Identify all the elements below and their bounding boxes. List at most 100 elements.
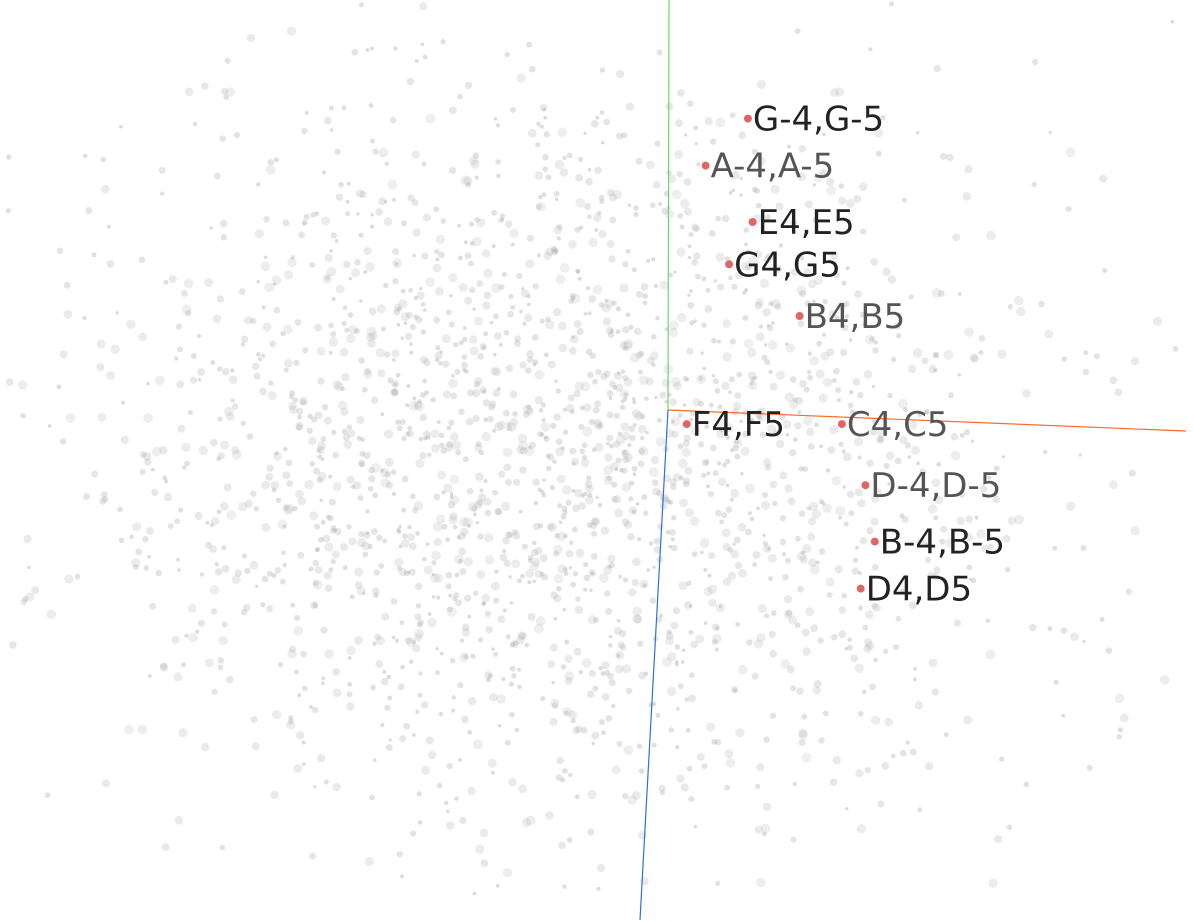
background-point	[510, 242, 515, 247]
background-point	[691, 259, 698, 266]
background-point	[758, 324, 764, 329]
highlighted-point-marker[interactable]	[701, 161, 710, 170]
background-point	[747, 348, 757, 358]
background-point	[438, 442, 445, 449]
highlighted-point-marker[interactable]	[856, 584, 865, 593]
background-point	[556, 474, 566, 484]
background-point	[231, 446, 240, 455]
background-point	[414, 582, 423, 591]
background-point	[694, 414, 700, 419]
background-point	[784, 557, 791, 564]
background-point	[490, 366, 500, 376]
background-point	[302, 222, 306, 226]
background-point	[854, 488, 863, 497]
background-point	[706, 722, 716, 732]
background-point	[621, 431, 631, 441]
background-point	[253, 372, 261, 380]
highlighted-point-marker[interactable]	[795, 312, 804, 320]
highlighted-point[interactable]: F4,F5	[682, 405, 785, 445]
background-point	[457, 255, 463, 261]
background-point	[881, 761, 890, 770]
background-point	[509, 228, 519, 239]
background-point	[787, 497, 796, 506]
background-point	[131, 558, 141, 568]
background-point	[401, 507, 407, 513]
background-point	[794, 422, 802, 430]
background-point	[622, 577, 629, 583]
background-point	[774, 303, 782, 310]
highlighted-point-marker[interactable]	[725, 260, 734, 269]
highlighted-point-marker[interactable]	[861, 481, 870, 490]
background-point	[625, 248, 631, 254]
background-point	[921, 357, 929, 365]
highlighted-point-marker[interactable]	[743, 114, 752, 123]
background-point	[668, 727, 675, 733]
background-point	[524, 313, 533, 322]
background-point	[796, 285, 807, 296]
background-point	[293, 625, 304, 636]
highlighted-point-marker[interactable]	[682, 420, 691, 429]
background-point	[679, 498, 688, 508]
highlighted-point[interactable]: C4,C5	[837, 405, 949, 445]
background-point	[357, 494, 364, 502]
highlighted-point-marker[interactable]	[870, 537, 879, 546]
highlighted-point[interactable]: D-4,D-5	[861, 466, 1001, 506]
highlighted-point-marker[interactable]	[748, 218, 757, 226]
background-point	[297, 414, 303, 420]
background-point	[696, 752, 705, 761]
background-point	[449, 293, 453, 298]
highlighted-point[interactable]: G4,G5	[725, 245, 841, 285]
background-point	[423, 436, 428, 441]
highlighted-point[interactable]: A-4,A-5	[701, 147, 835, 187]
background-point	[387, 179, 398, 190]
background-point	[328, 337, 339, 347]
background-point	[808, 517, 817, 526]
background-point	[400, 664, 405, 670]
background-point	[209, 585, 220, 595]
highlighted-point[interactable]: B-4,B-5	[870, 523, 1005, 563]
background-point	[775, 439, 785, 449]
background-point	[607, 672, 614, 680]
background-point	[1083, 350, 1089, 356]
background-point	[230, 398, 235, 403]
background-point	[612, 189, 623, 200]
background-point	[323, 416, 332, 425]
highlighted-point[interactable]: D4,D5	[856, 570, 972, 610]
background-point	[556, 236, 562, 241]
highlighted-point[interactable]: B4,B5	[795, 297, 906, 337]
background-point	[433, 538, 442, 547]
background-point	[317, 754, 326, 763]
background-point	[217, 366, 223, 372]
background-point	[294, 319, 302, 326]
background-point	[507, 422, 517, 432]
background-point	[763, 255, 772, 264]
background-point	[396, 425, 403, 432]
background-point	[532, 359, 539, 365]
background-point	[763, 343, 768, 347]
background-point	[537, 487, 543, 493]
background-point	[1080, 544, 1087, 552]
background-point	[440, 447, 448, 454]
background-point	[210, 360, 216, 365]
highlighted-point-marker[interactable]	[837, 420, 846, 429]
background-point	[346, 524, 352, 530]
background-point	[739, 176, 743, 181]
background-point	[321, 676, 326, 681]
background-point	[812, 299, 816, 304]
background-point	[775, 370, 785, 380]
background-point	[553, 573, 564, 584]
background-point	[446, 606, 457, 617]
background-point	[250, 716, 258, 724]
background-point	[993, 465, 1000, 472]
background-point	[451, 708, 456, 713]
background-point	[728, 390, 732, 394]
point-label: B-4,B-5	[880, 523, 1005, 563]
background-point	[314, 546, 321, 553]
background-point	[20, 412, 27, 419]
background-point	[415, 458, 425, 469]
background-point	[277, 519, 288, 530]
highlighted-point[interactable]: E4,E5	[748, 203, 855, 243]
background-point	[427, 617, 437, 628]
highlighted-point[interactable]: G-4,G-5	[743, 100, 884, 140]
